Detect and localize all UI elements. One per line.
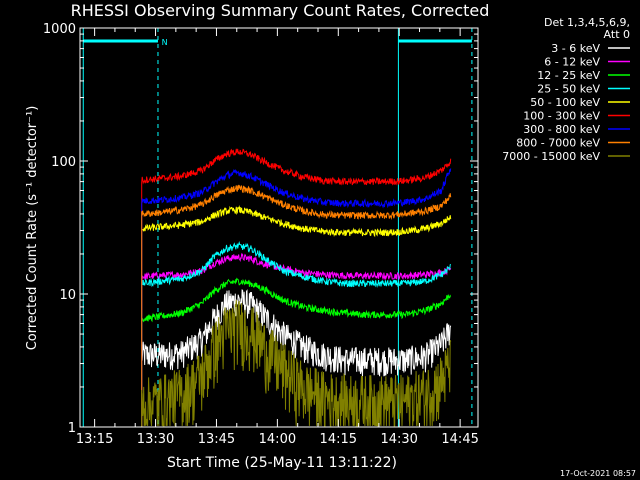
legend-label: 12 - 25 keV [537,69,600,82]
legend-label: 3 - 6 keV [551,42,600,55]
legend-label: 7000 - 15000 keV [502,150,600,163]
marker-label: N [162,38,168,47]
plot-frame [79,27,479,428]
chart-axes: 1 10 100 1000 13:15 13:30 13:45 14:00 14:15 14:30… [43,22,479,447]
y-axis-label: Corrected Count Rate (s⁻¹ detector⁻¹) [25,106,40,351]
legend-label: 50 - 100 keV [530,96,600,109]
y-tick-label: 10 [59,288,76,303]
y-tick-label: 100 [51,155,76,170]
x-tick-label: 14:30 [380,432,417,447]
legend-header-line: Att 0 [604,28,630,41]
legend-label: 6 - 12 keV [544,56,600,69]
x-tick-label: 14:00 [259,432,296,447]
chart-data-layer: N [82,28,473,427]
generated-timestamp: 17-Oct-2021 08:57 [560,469,636,478]
x-axis-label: Start Time (25-May-11 13:11:22) [167,455,397,471]
y-tick-label: 1 [68,421,76,436]
x-tick-label: 14:45 [441,432,478,447]
legend-header-line: Det 1,3,4,5,6,9, [544,16,630,29]
series-line-6 [141,148,452,427]
chart-title: RHESSI Observing Summary Count Rates, Co… [71,1,490,20]
x-tick-label: 13:30 [137,432,174,447]
series-line-5 [141,204,452,427]
series-line-8 [141,184,452,427]
legend-label: 300 - 800 keV [523,123,600,136]
x-tick-label: 13:45 [198,432,235,447]
series-line-4 [141,240,452,427]
legend-label: 25 - 50 keV [537,83,600,96]
x-tick-label: 13:15 [76,432,113,447]
x-tick-label: 14:15 [320,432,357,447]
legend-label: 800 - 7000 keV [516,137,600,150]
series-line-9 [141,299,452,427]
series-line-1 [141,289,452,427]
series-line-7 [141,168,452,427]
legend-label: 100 - 300 keV [523,110,600,123]
series-line-3 [141,277,452,427]
series-group [141,148,452,427]
y-tick-label: 1000 [43,22,76,37]
